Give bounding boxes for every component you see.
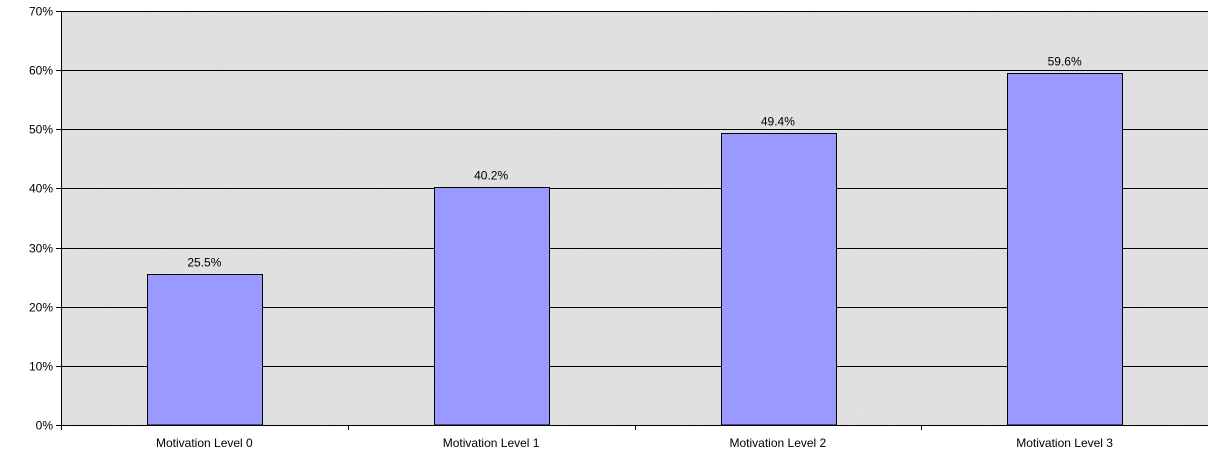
bar-0 bbox=[147, 274, 263, 426]
y-tick-label: 50% bbox=[29, 123, 53, 137]
x-tick-label-3: Motivation Level 3 bbox=[1016, 436, 1113, 450]
y-tick-label: 0% bbox=[36, 419, 54, 433]
data-label-2: 49.4% bbox=[761, 115, 795, 129]
y-tick-label: 30% bbox=[29, 242, 53, 256]
bar-1 bbox=[434, 187, 550, 426]
bar-3 bbox=[1007, 73, 1123, 426]
bar-2 bbox=[721, 133, 837, 426]
y-tick-label: 60% bbox=[29, 64, 53, 78]
x-tick-label-2: Motivation Level 2 bbox=[730, 436, 827, 450]
x-tick-label-0: Motivation Level 0 bbox=[156, 436, 253, 450]
data-label-0: 25.5% bbox=[187, 256, 221, 270]
data-label-1: 40.2% bbox=[474, 169, 508, 183]
y-tick-label: 10% bbox=[29, 360, 53, 374]
y-tick-label: 70% bbox=[29, 5, 53, 19]
x-tick-label-1: Motivation Level 1 bbox=[443, 436, 540, 450]
y-tick-label: 20% bbox=[29, 301, 53, 315]
data-label-3: 59.6% bbox=[1048, 55, 1082, 69]
y-tick-label: 40% bbox=[29, 182, 53, 196]
